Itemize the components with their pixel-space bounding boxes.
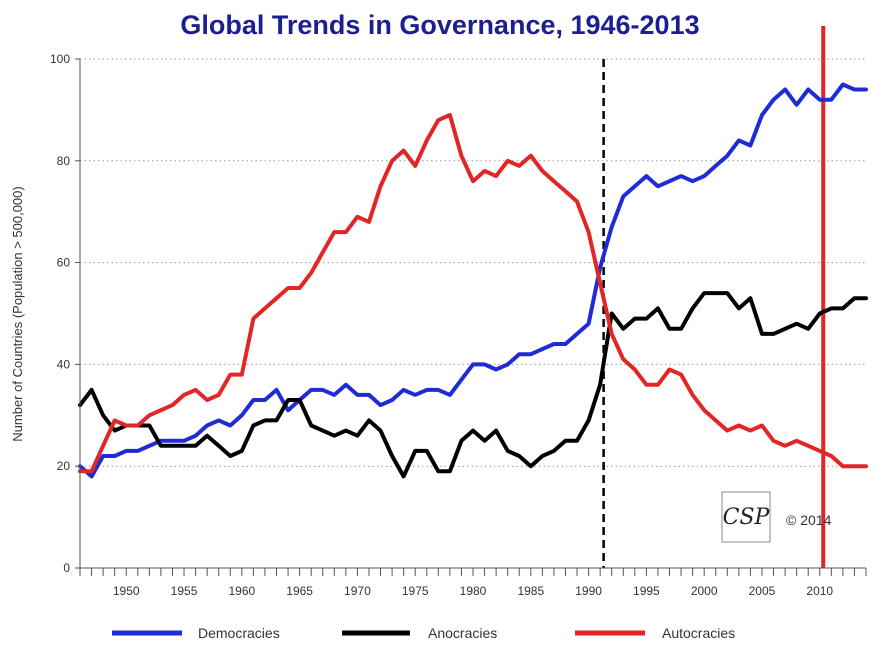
x-ticks: 1950 1955 1960 1965 1970 1975 1980 1985 1990 1995… [79, 568, 867, 598]
y-ticks: 0 20 40 60 80 100 [50, 52, 80, 575]
x-tick-label: 1975 [402, 584, 429, 598]
gridlines [80, 58, 866, 467]
x-tick-label: 1985 [517, 584, 544, 598]
legend: Democracies Anocracies Autocracies [112, 625, 735, 641]
y-tick-label: 60 [57, 256, 71, 270]
x-tick-label: 2000 [691, 584, 718, 598]
x-tick-label: 1955 [171, 584, 198, 598]
series-lines [78, 82, 868, 479]
logo-box [721, 491, 771, 543]
reference-lines [602, 26, 826, 568]
x-tick-label: 1950 [113, 584, 140, 598]
x-tick-label: 2010 [806, 584, 833, 598]
series-line-autocracies [78, 113, 868, 474]
legend-label-autocracies: Autocracies [662, 625, 735, 641]
x-tick-label: 1980 [460, 584, 487, 598]
x-tick-label: 2005 [749, 584, 776, 598]
copyright-text: © 2014 [786, 512, 832, 528]
y-tick-label: 80 [57, 154, 71, 168]
legend-label-anocracies: Anocracies [428, 625, 497, 641]
y-tick-label: 0 [63, 561, 70, 575]
x-tick-label: 1970 [344, 584, 371, 598]
x-tick-label: 1965 [286, 584, 313, 598]
chart-title: Global Trends in Governance, 1946-2013 [180, 10, 699, 40]
x-tick-label: 1960 [228, 584, 255, 598]
x-tick-label: 1995 [633, 584, 660, 598]
series-line-anocracies [78, 291, 868, 479]
csp-logo: CSP [721, 491, 771, 543]
legend-label-democracies: Democracies [198, 625, 280, 641]
y-tick-label: 100 [50, 52, 70, 66]
x-tick-label: 1990 [575, 584, 602, 598]
logo-text: CSP [723, 505, 771, 530]
series-line-democracies [78, 82, 868, 479]
y-tick-label: 20 [57, 459, 71, 473]
y-axis-label: Number of Countries (Population > 500,00… [10, 186, 25, 441]
y-tick-label: 40 [57, 357, 71, 371]
